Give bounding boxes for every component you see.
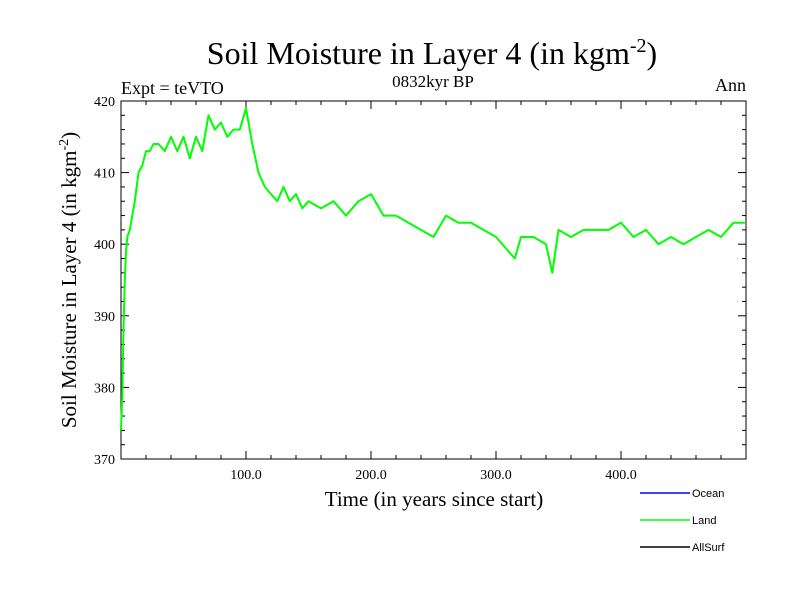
x-tick-label: 200.0 <box>355 468 387 483</box>
x-tick-label: 100.0 <box>230 468 262 483</box>
series-line-land <box>120 107 745 431</box>
plot-frame <box>120 100 747 460</box>
x-axis-label: Time (in years since start) <box>325 487 544 511</box>
chart-title-sup: -2 <box>630 35 647 57</box>
y-tick-label: 400 <box>94 238 115 253</box>
chart-title-main: Soil Moisture in Layer 4 (in kgm <box>207 35 630 71</box>
y-axis-label: Soil Moisture in Layer 4 (in kgm-2) <box>57 132 81 428</box>
experiment-label: Expt = teVTO <box>121 78 224 98</box>
x-axis: 100.0 200.0 300.0 400.0 <box>145 101 722 483</box>
y-axis-label-main: Soil Moisture in Layer 4 (in kgm <box>57 151 81 429</box>
chart-title: Soil Moisture in Layer 4 (in kgm-2) <box>207 35 657 71</box>
legend-label-ocean: Ocean <box>692 488 724 500</box>
legend-label-land: Land <box>692 515 716 527</box>
x-tick-label: 300.0 <box>480 468 512 483</box>
chart-title-close: ) <box>647 35 658 71</box>
season-label: Ann <box>715 75 746 95</box>
legend: Ocean Land AllSurf <box>640 488 725 554</box>
y-tick-label: 370 <box>94 453 115 468</box>
y-tick-label: 380 <box>94 381 115 396</box>
y-axis-label-close: ) <box>57 132 81 139</box>
series-group <box>120 107 745 431</box>
x-tick-label: 400.0 <box>605 468 637 483</box>
y-axis: 370 380 390 400 410 420 <box>94 95 746 468</box>
y-tick-label: 420 <box>94 95 115 110</box>
legend-label-allsurf: AllSurf <box>692 542 725 554</box>
y-tick-label: 410 <box>94 167 115 182</box>
y-axis-label-sup: -2 <box>57 139 72 151</box>
y-tick-label: 390 <box>94 310 115 325</box>
chart-subtitle: 0832kyr BP <box>392 72 474 91</box>
